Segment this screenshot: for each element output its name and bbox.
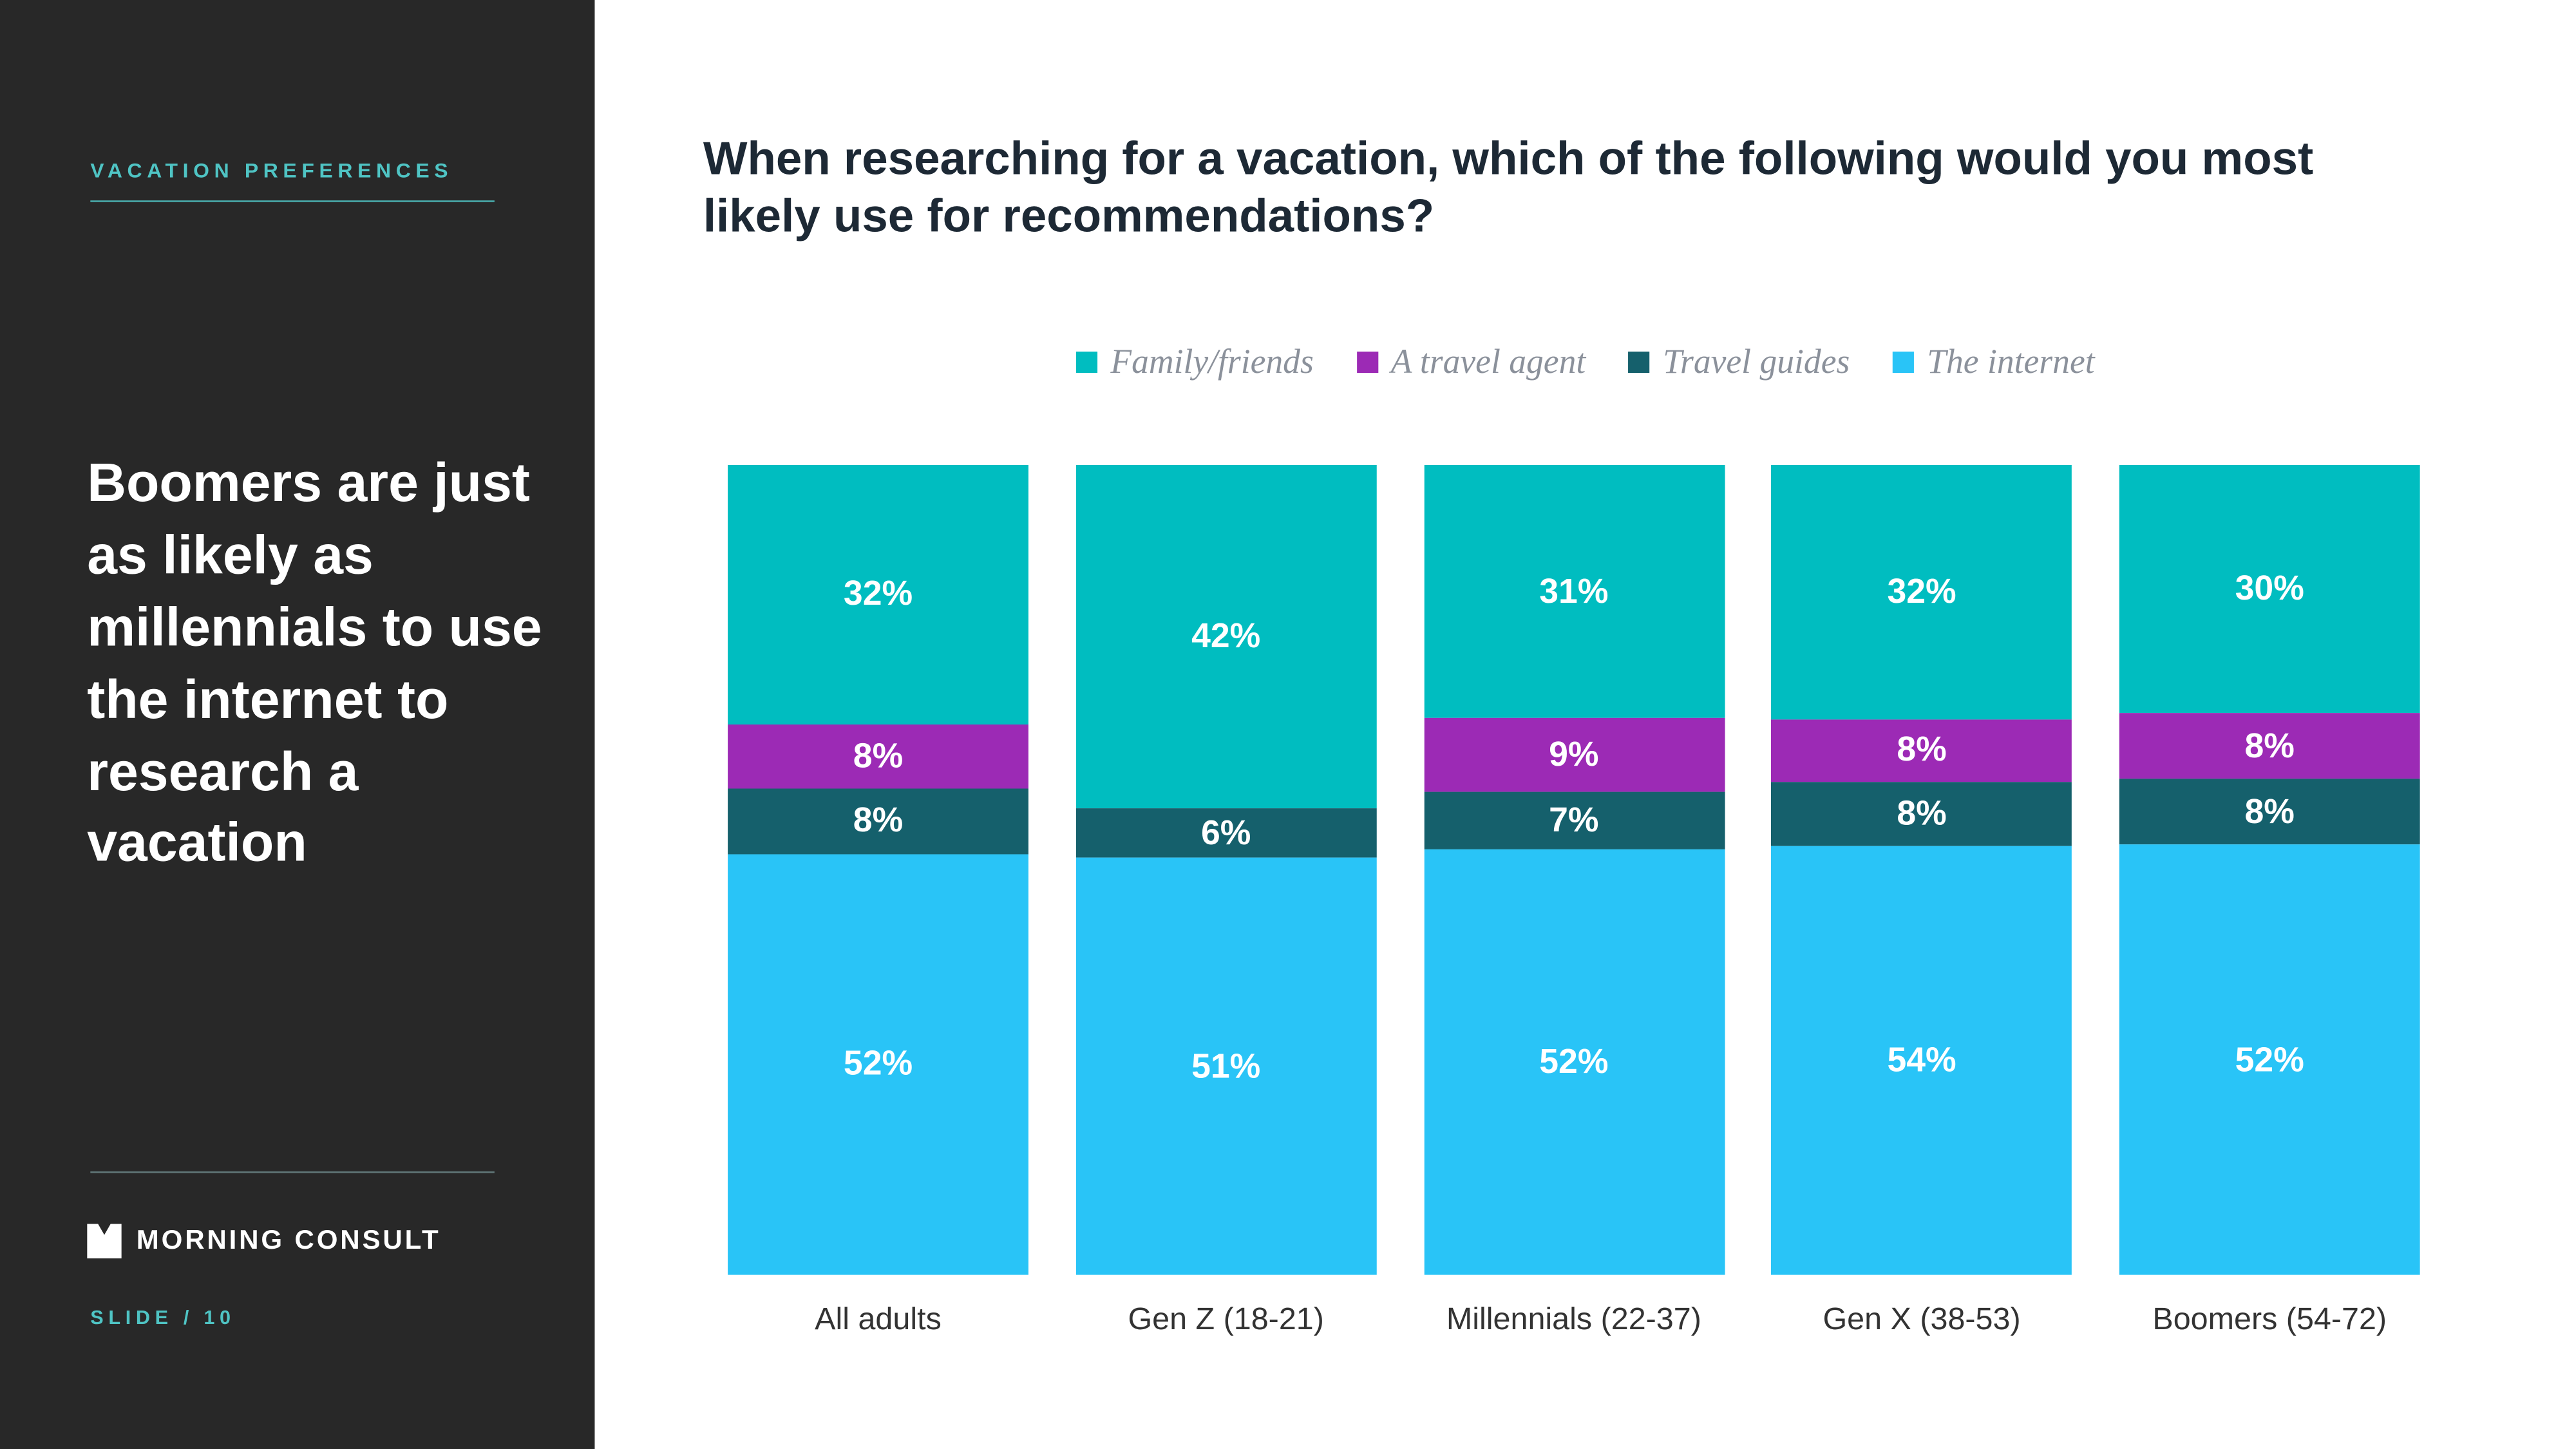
segment-value-label: 32% — [1887, 573, 1956, 611]
stacked-bar: 31% 9% 7% 52% — [1423, 464, 1725, 1275]
category-label: Gen X (38-53) — [1823, 1302, 2021, 1338]
segment-value-label: 31% — [1539, 573, 1609, 611]
segment-value-label: 8% — [1897, 732, 1947, 770]
bar-segment: 52% — [1423, 849, 1725, 1275]
bar-segment: 8% — [728, 788, 1028, 854]
segment-value-label: 8% — [2244, 793, 2295, 831]
segment-value-label: 6% — [1200, 814, 1251, 852]
bar-segment: 52% — [2119, 845, 2420, 1275]
stacked-bar-chart: 32% 8% 8% 52% All adults 42% 6% 51% Gen Z (18-21… — [728, 464, 2421, 1385]
eyebrow-label: VACATION PREFERENCES — [90, 159, 453, 183]
segment-value-label: 52% — [2235, 1041, 2304, 1079]
legend-label: Family/friends — [1110, 341, 1314, 381]
bar-column: 31% 9% 7% 52% Millennials (22-37) — [1423, 464, 1725, 1385]
bar-column: 32% 8% 8% 52% All adults — [728, 464, 1028, 1385]
slide-number-row: SLIDE / 10 — [90, 1306, 245, 1329]
legend-item: Travel guides — [1628, 341, 1850, 383]
chart-title: When researching for a vacation, which o… — [703, 133, 2314, 243]
legend-swatch-icon — [1892, 351, 1914, 374]
legend-swatch-icon — [1075, 351, 1097, 374]
stacked-bar: 32% 8% 8% 52% — [728, 464, 1028, 1275]
bar-segment: 6% — [1075, 808, 1377, 858]
eyebrow-underline — [90, 200, 495, 202]
slide-headline: Boomers are just as likely as millennial… — [87, 451, 542, 873]
bar-segment: 32% — [1771, 464, 2072, 719]
bar-segment: 32% — [728, 464, 1028, 724]
bar-segment: 51% — [1075, 857, 1377, 1275]
legend-item: Family/friends — [1075, 341, 1314, 383]
segment-value-label: 8% — [853, 737, 904, 776]
legend-label: A travel agent — [1390, 341, 1586, 381]
bar-column: 32% 8% 8% 54% Gen X (38-53) — [1771, 464, 2072, 1385]
brand-logo: MORNING CONSULT — [87, 1224, 440, 1259]
legend-item: A travel agent — [1356, 342, 1586, 383]
segment-value-label: 8% — [853, 802, 904, 840]
legend-swatch-icon — [1628, 351, 1650, 374]
bar-segment: 7% — [1423, 792, 1725, 849]
segment-value-label: 9% — [1549, 736, 1599, 775]
category-label: Millennials (22-37) — [1446, 1302, 1701, 1338]
legend-swatch-icon — [1356, 351, 1378, 374]
legend: Family/friends A travel agent Travel guide… — [594, 342, 2576, 383]
bar-segment: 8% — [728, 724, 1028, 789]
segment-value-label: 54% — [1887, 1041, 1956, 1079]
brand-name: MORNING CONSULT — [136, 1226, 441, 1255]
segment-value-label: 52% — [1539, 1043, 1609, 1081]
segment-value-label: 52% — [843, 1045, 913, 1083]
stacked-bar: 32% 8% 8% 54% — [1771, 464, 2072, 1275]
legend-item: The internet — [1892, 341, 2095, 383]
bar-segment: 8% — [1771, 782, 2072, 846]
sidebar: VACATION PREFERENCES Boomers are just as… — [0, 0, 595, 1449]
legend-label: Travel guides — [1663, 341, 1850, 381]
bar-segment: 42% — [1075, 464, 1377, 809]
bar-segment: 8% — [2119, 712, 2420, 779]
segment-value-label: 30% — [2235, 570, 2304, 608]
stacked-bar: 30% 8% 8% 52% — [2119, 464, 2420, 1275]
bar-segment: 31% — [1423, 464, 1725, 719]
category-label: Boomers (54-72) — [2152, 1302, 2387, 1338]
bar-segment: 54% — [1771, 846, 2072, 1275]
segment-value-label: 8% — [1897, 795, 1947, 833]
footer-divider — [90, 1171, 495, 1173]
segment-value-label: 32% — [843, 575, 913, 614]
category-label: Gen Z (18-21) — [1128, 1302, 1324, 1338]
segment-value-label: 51% — [1191, 1047, 1261, 1085]
slide-number: 10 — [204, 1306, 236, 1329]
bar-column: 42% 6% 51% Gen Z (18-21) — [1075, 464, 1377, 1385]
bar-segment: 52% — [728, 853, 1028, 1275]
bar-segment: 30% — [2119, 464, 2420, 713]
morning-consult-logo-icon — [87, 1224, 122, 1259]
bar-column: 30% 8% 8% 52% Boomers (54-72) — [2119, 464, 2420, 1385]
legend-label: The internet — [1927, 341, 2095, 381]
category-label: All adults — [815, 1302, 942, 1338]
segment-value-label: 42% — [1191, 618, 1261, 656]
segment-value-label: 7% — [1549, 802, 1599, 840]
bar-segment: 9% — [1423, 718, 1725, 793]
stacked-bar: 42% 6% 51% — [1075, 464, 1377, 1275]
segment-value-label: 8% — [2244, 726, 2295, 765]
bar-segment: 8% — [2119, 779, 2420, 846]
bar-segment: 8% — [1771, 719, 2072, 783]
slide-label: SLIDE / — [90, 1306, 194, 1329]
